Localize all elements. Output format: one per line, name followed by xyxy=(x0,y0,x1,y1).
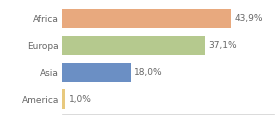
Bar xyxy=(62,63,131,82)
Bar xyxy=(62,9,232,28)
Bar xyxy=(62,90,66,109)
Text: 37,1%: 37,1% xyxy=(208,41,237,50)
Text: 43,9%: 43,9% xyxy=(235,14,263,23)
Text: 18,0%: 18,0% xyxy=(134,68,163,77)
Text: 1,0%: 1,0% xyxy=(69,95,92,104)
Bar xyxy=(62,36,205,55)
